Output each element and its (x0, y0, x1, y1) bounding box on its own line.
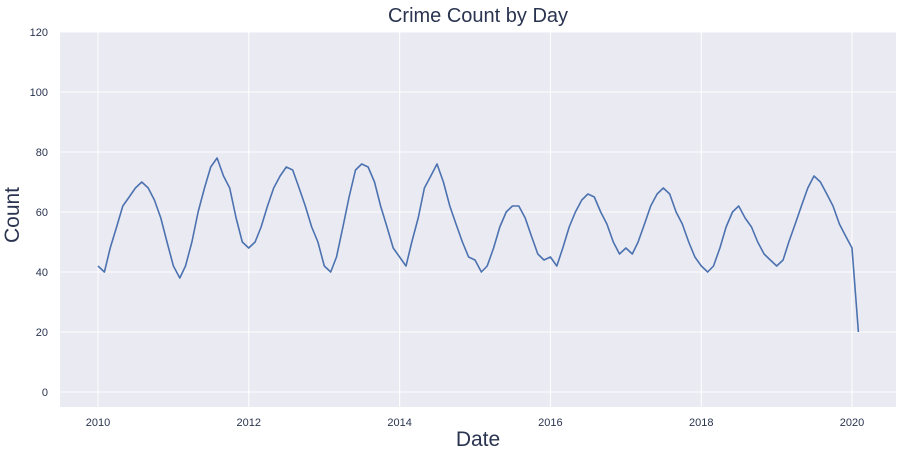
y-tick-label: 100 (30, 87, 48, 99)
x-tick-label: 2012 (236, 417, 260, 429)
grid-lines (60, 31, 896, 407)
y-tick-label: 80 (36, 147, 48, 159)
x-tick-label: 2016 (538, 417, 562, 429)
y-tick-label: 40 (36, 267, 48, 279)
x-tick-label: 2020 (840, 417, 864, 429)
y-tick-label: 60 (36, 207, 48, 219)
y-axis-title: Count (1, 187, 24, 243)
x-tick-label: 2010 (86, 417, 110, 429)
chart-title: Crime Count by Day (388, 5, 568, 27)
y-tick-label: 0 (42, 387, 48, 399)
x-tick-label: 2018 (689, 417, 713, 429)
plot-background (60, 32, 896, 407)
x-tick-label: 2014 (387, 417, 411, 429)
y-tick-label: 20 (36, 327, 48, 339)
data-series (97, 157, 860, 333)
y-tick-label: 120 (30, 27, 48, 39)
tick-labels: 0 20 40 60 80 100 120 2010 2012 2014 2016 2018 2020 (30, 27, 865, 429)
x-axis-title: Date (456, 428, 500, 451)
series-line (97, 157, 860, 333)
